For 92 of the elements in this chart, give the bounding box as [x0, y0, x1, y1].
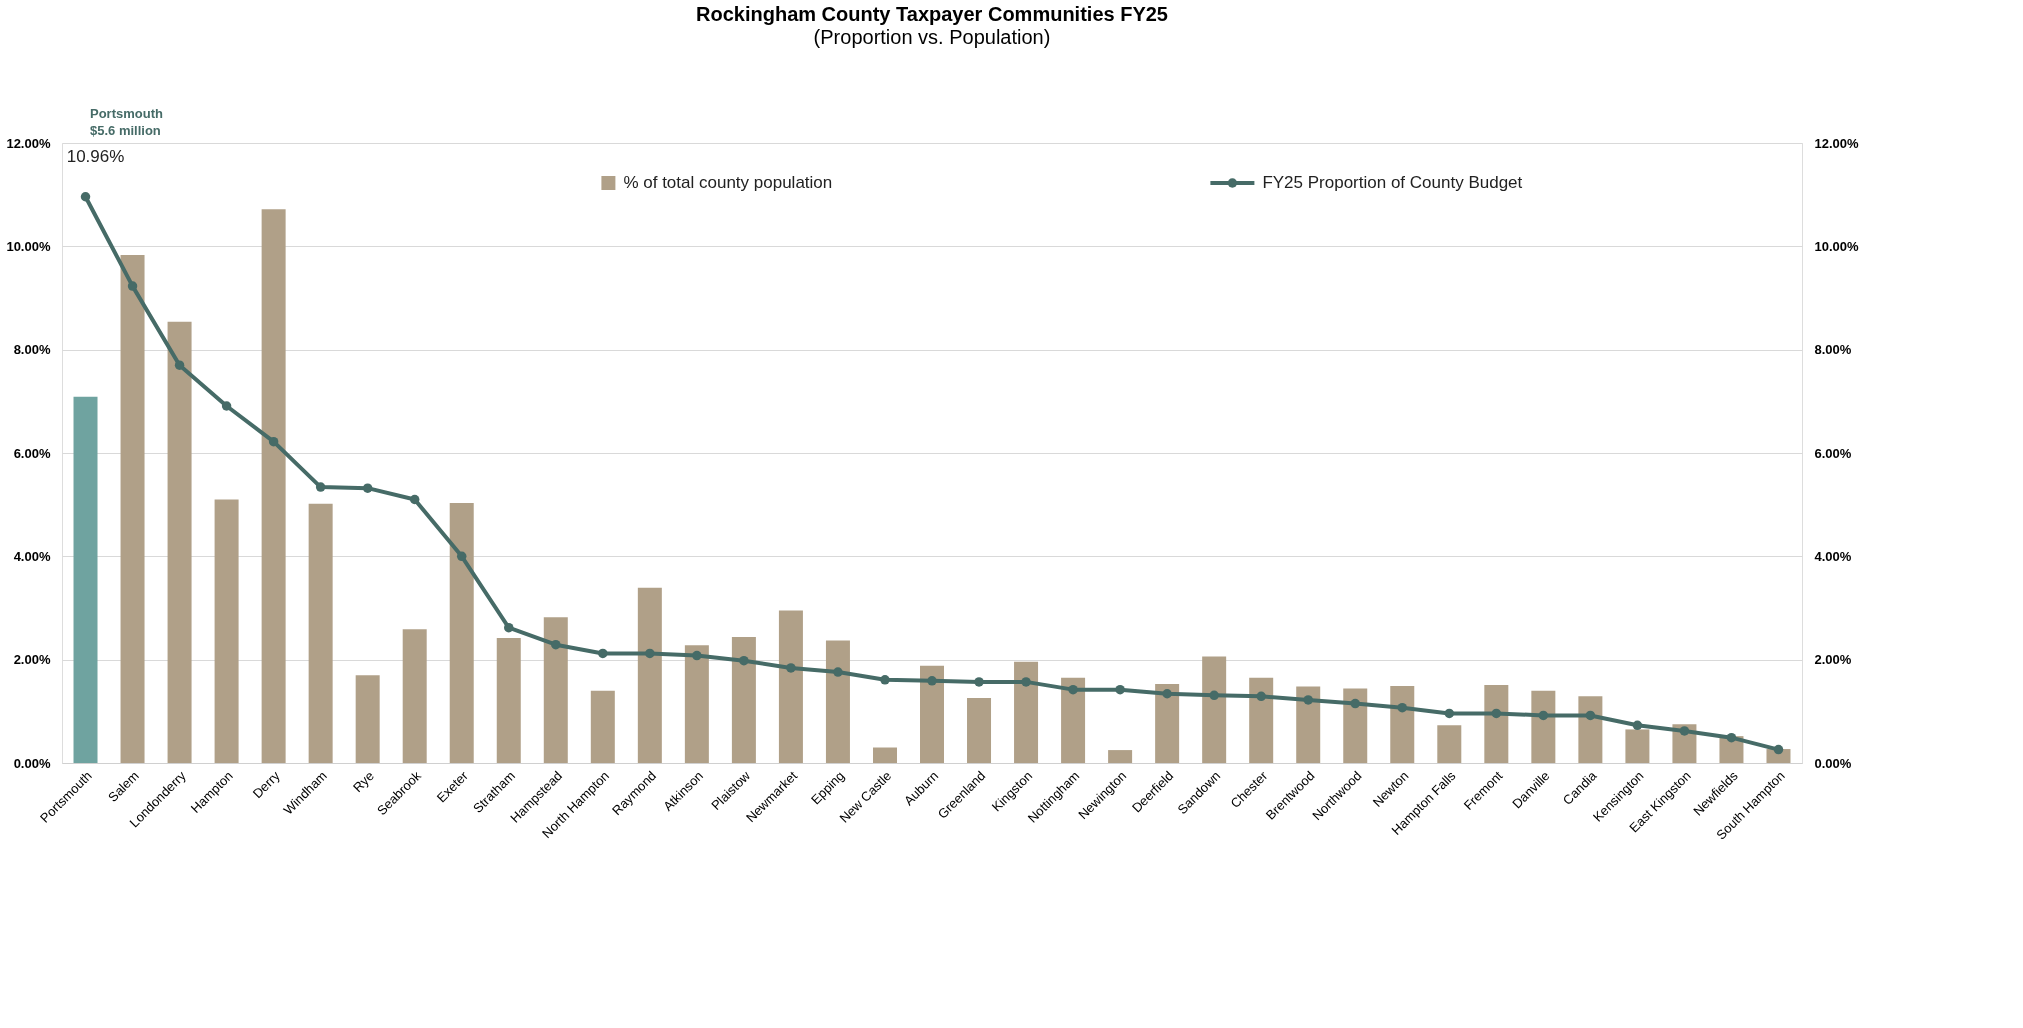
point: [927, 676, 937, 686]
chart-subtitle: (Proportion vs. Population): [813, 26, 1051, 48]
point: [1773, 744, 1784, 755]
point: [974, 677, 984, 687]
bar: [637, 587, 662, 763]
point: [1209, 690, 1219, 701]
bar: [120, 255, 145, 763]
y2-tick-label: 2.00%: [1814, 652, 1852, 668]
legend-label: FY25 Proportion of County Budget: [1262, 173, 1523, 192]
point: [692, 650, 702, 661]
point: [1162, 689, 1172, 699]
bar: [1578, 696, 1603, 763]
y-tick-label: 0.00%: [13, 755, 51, 771]
bar: [684, 645, 709, 763]
x-tick-label: Rye: [349, 768, 377, 796]
point: [1303, 695, 1313, 705]
point: [598, 648, 608, 659]
bar: [1343, 688, 1368, 763]
point: [174, 360, 185, 370]
bar: [1531, 690, 1556, 763]
point: [456, 551, 467, 562]
y2-tick-label: 6.00%: [1814, 445, 1852, 461]
point: [1021, 677, 1031, 687]
point: [127, 281, 138, 291]
point: [786, 663, 796, 673]
annotation: 10.96%: [66, 146, 125, 166]
bar: [967, 697, 992, 763]
bar: [778, 610, 803, 763]
bar: [731, 636, 756, 763]
point: [1632, 720, 1643, 731]
point: [1115, 684, 1125, 695]
point: [409, 494, 420, 505]
point: [1585, 710, 1596, 721]
bar: [261, 209, 286, 763]
bar: [496, 637, 521, 763]
y-tick-label: 12.00%: [6, 135, 51, 151]
point: [833, 667, 843, 677]
bar: [872, 747, 897, 763]
y-tick-label: 6.00%: [13, 445, 51, 461]
point: [1068, 684, 1078, 695]
bar: [825, 640, 850, 763]
point: [1491, 708, 1502, 719]
bar: [167, 321, 192, 763]
point: [645, 648, 655, 659]
bar: [1437, 725, 1462, 763]
bar: [1155, 683, 1180, 763]
point: [739, 655, 749, 666]
y2-tick-label: 10.00%: [1814, 238, 1860, 254]
y-tick-label: 10.00%: [6, 238, 51, 254]
bar: [449, 503, 474, 763]
y-tick-label: 2.00%: [13, 652, 51, 668]
y-tick-label: 8.00%: [13, 342, 51, 358]
point: [880, 675, 890, 685]
bar: [590, 690, 615, 763]
y-tick-label: 4.00%: [13, 548, 51, 564]
point: [268, 436, 279, 447]
bar: [73, 396, 98, 763]
bar: [1625, 729, 1650, 763]
point: [1444, 708, 1455, 719]
bar: [308, 503, 333, 763]
point: [221, 401, 232, 411]
bar: [1014, 661, 1039, 763]
text: Portsmouth $5.6 million: [90, 106, 163, 138]
point: [1538, 710, 1549, 721]
bar: [1202, 656, 1227, 763]
point: [1350, 698, 1360, 709]
y2-tick-label: 12.00%: [1814, 135, 1860, 151]
chart-title: Rockingham County Taxpayer Communities FY25: [696, 3, 1168, 25]
y2-tick-label: 8.00%: [1814, 342, 1852, 358]
bar: [1108, 750, 1133, 763]
point: [1397, 702, 1408, 713]
bar: [1484, 684, 1509, 763]
point: [362, 483, 373, 493]
bar: [543, 617, 568, 763]
bar: [1249, 677, 1274, 763]
bar: [214, 499, 239, 763]
point: [551, 639, 561, 650]
point: [1726, 732, 1737, 743]
y2-tick-label: 4.00%: [1814, 548, 1852, 564]
point: [1256, 691, 1266, 702]
bar: [1296, 686, 1321, 763]
point: [315, 482, 326, 492]
legend-label: % of total county population: [623, 173, 833, 192]
point: [1679, 726, 1690, 736]
point: [80, 192, 91, 202]
bar: [920, 665, 944, 763]
y2-tick-label: 0.00%: [1814, 755, 1852, 771]
bar: [355, 675, 380, 763]
bar: [402, 629, 427, 763]
bar: [1390, 686, 1415, 763]
bar: [1061, 677, 1086, 763]
point: [504, 622, 514, 633]
